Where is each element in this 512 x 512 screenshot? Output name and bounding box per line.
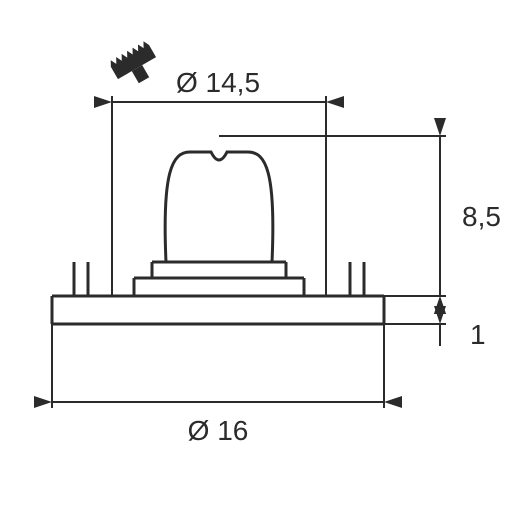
product-outline: [52, 152, 384, 324]
dim-cutout-diameter: Ø 14,5: [176, 67, 260, 98]
dim-outer-diameter: Ø 16: [188, 415, 249, 446]
dim-recess-depth: 8,5: [462, 201, 501, 232]
dim-flange-thickness: 1: [470, 319, 486, 350]
technical-drawing: Ø 14,5 Ø 16 8,5 1: [0, 0, 512, 512]
extension-lines: [52, 96, 446, 408]
holesaw-icon: [108, 40, 163, 91]
